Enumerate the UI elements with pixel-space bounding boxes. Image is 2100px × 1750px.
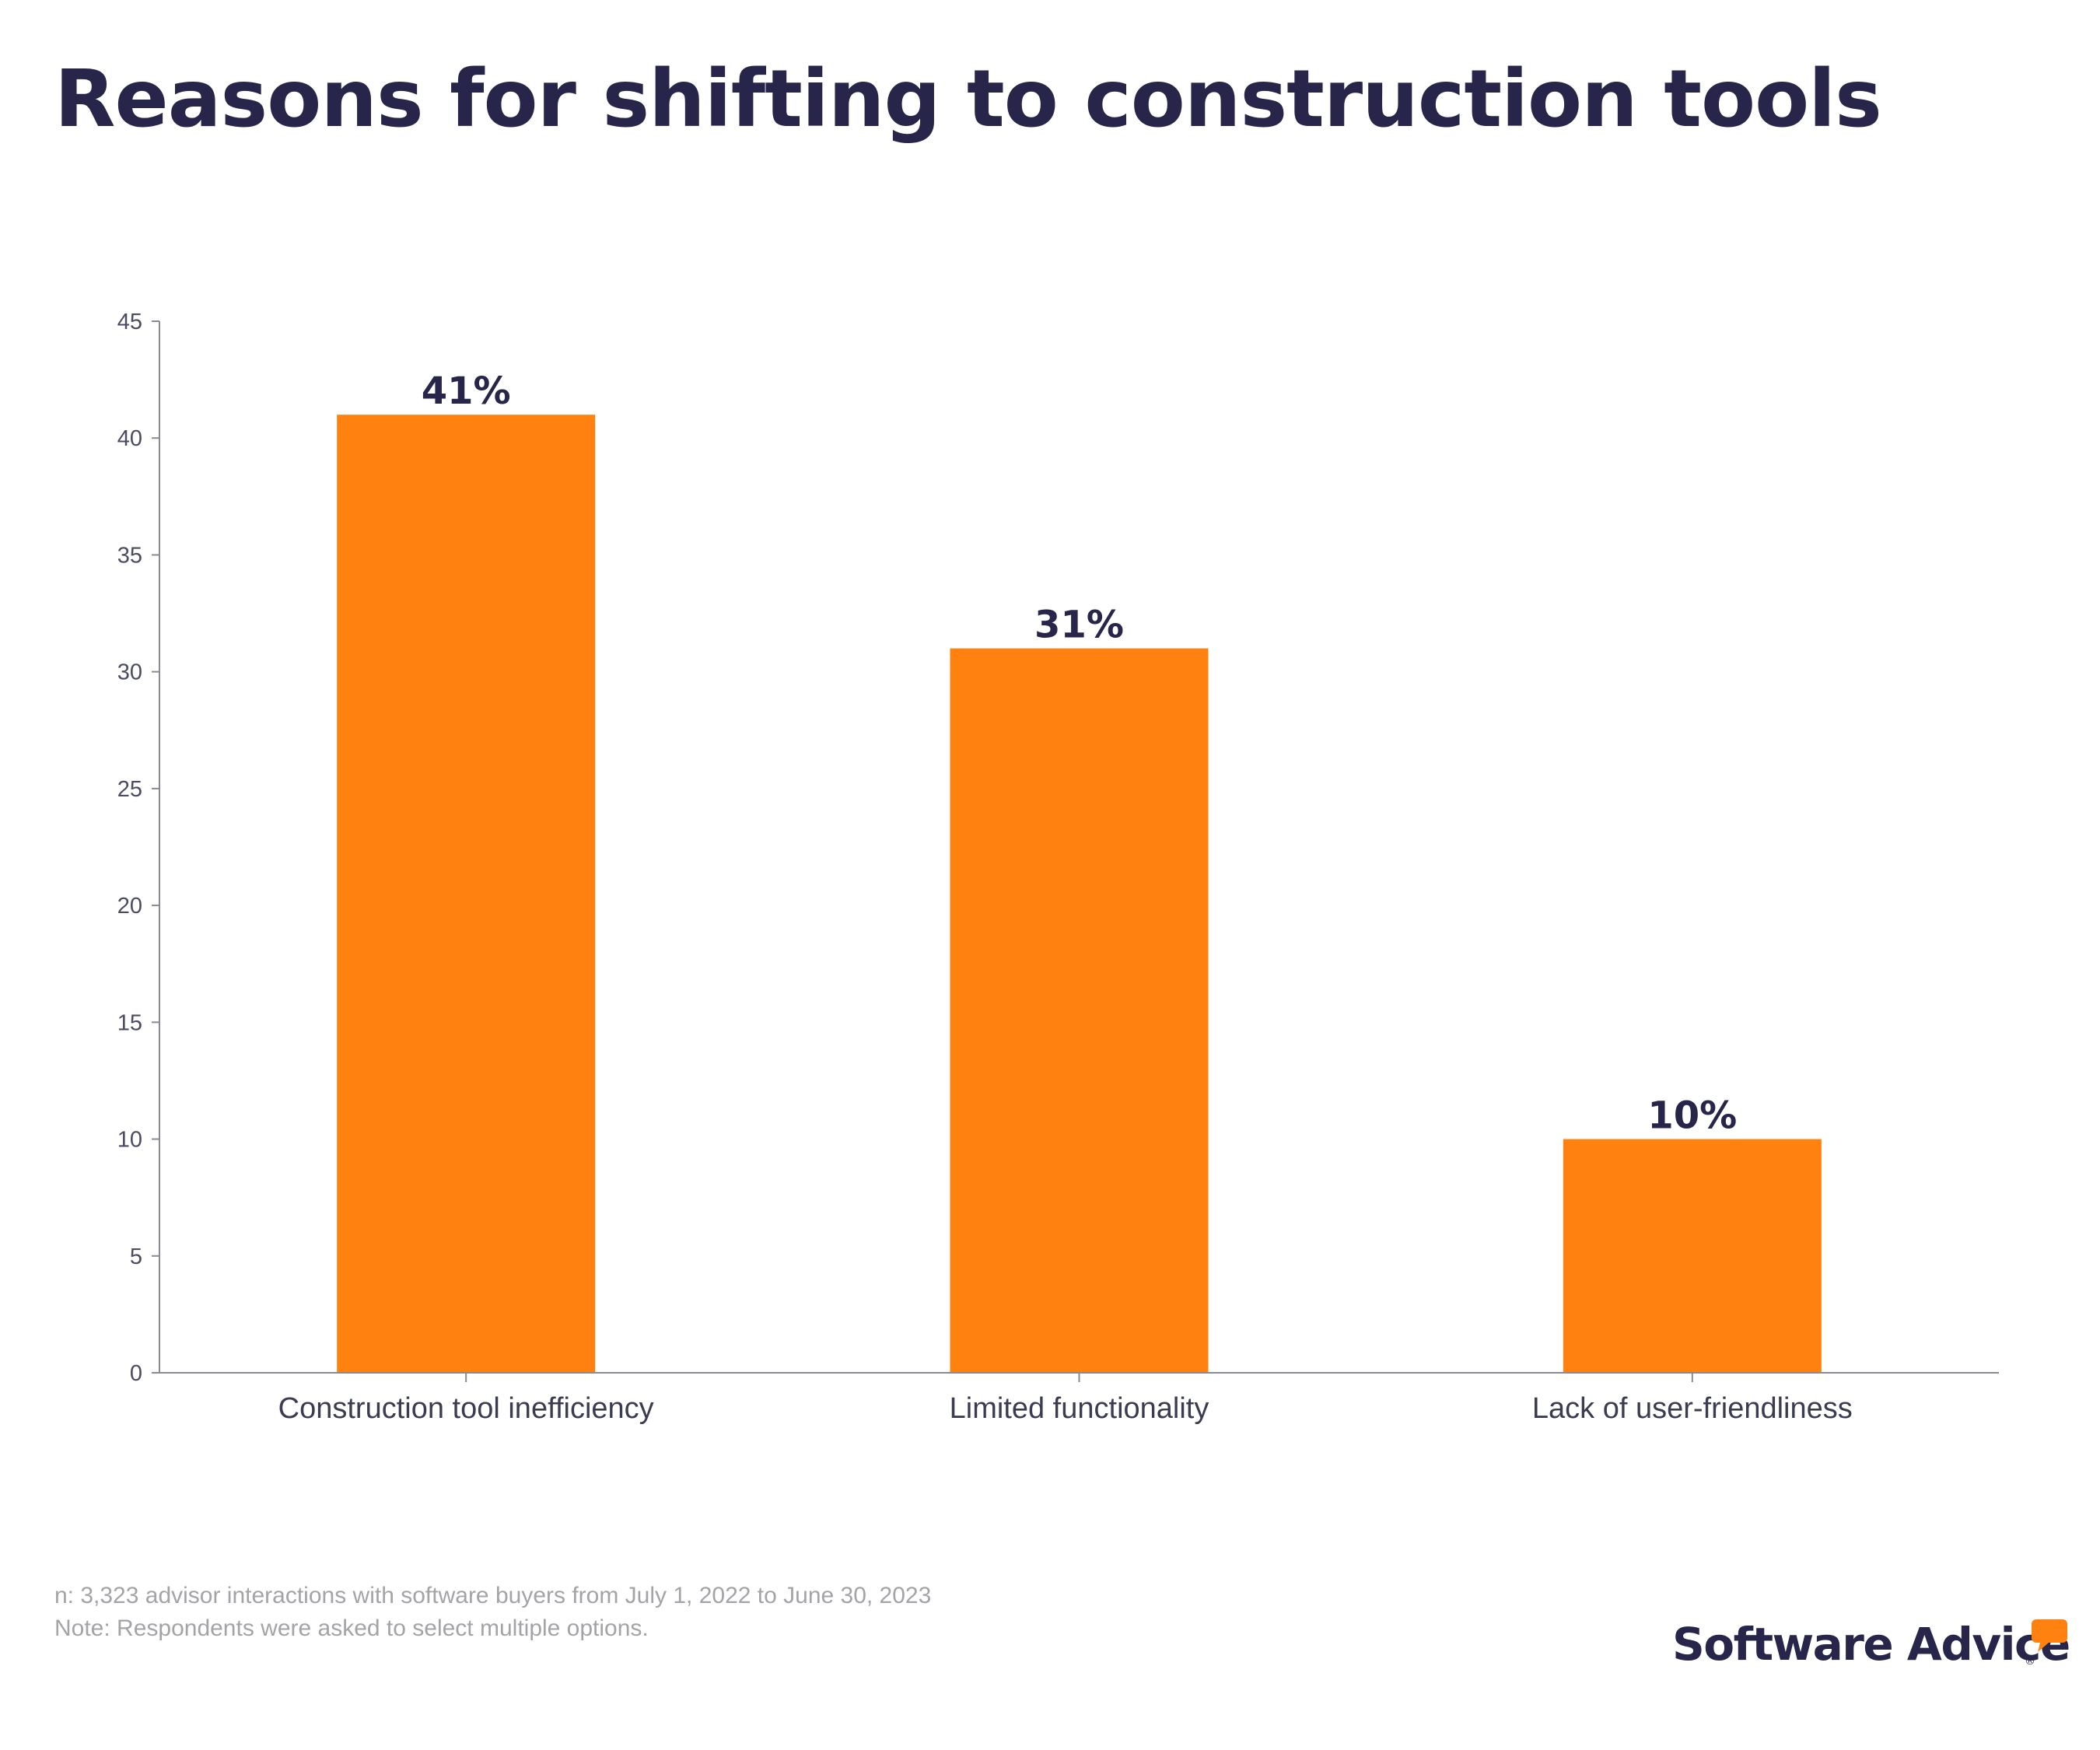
data-labels: 41% 31% 10%: [422, 369, 1738, 1137]
y-axis: 0 5 10 15 20 25 30 35 40 45: [117, 310, 160, 1386]
x-tick-label: Construction tool inefficiency: [278, 1392, 654, 1425]
y-tick-label: 40: [117, 426, 142, 451]
bar: [950, 648, 1209, 1373]
x-axis: Construction tool inefficiency Limited fu…: [159, 1372, 1999, 1425]
bar: [1563, 1139, 1822, 1373]
y-tick-label: 5: [130, 1244, 142, 1269]
footnote-note: Note: Respondents were asked to select m…: [54, 1615, 649, 1641]
registered-mark: ®: [2025, 1655, 2035, 1668]
y-tick-label: 30: [117, 660, 142, 685]
bar: [337, 415, 596, 1374]
chart-title: Reasons for shifting to construction too…: [54, 53, 1882, 145]
y-tick-label: 0: [130, 1361, 142, 1386]
y-tick-label: 15: [117, 1010, 142, 1035]
brand-logo-text: Software Advice: [1672, 1618, 2070, 1671]
y-tick-label: 45: [117, 310, 142, 334]
data-label: 31%: [1034, 604, 1124, 647]
y-tick-label: 20: [117, 894, 142, 919]
y-tick-label: 35: [117, 543, 142, 568]
data-label: 41%: [422, 369, 511, 413]
speech-bubble-icon: [2032, 1619, 2067, 1652]
data-label: 10%: [1647, 1094, 1737, 1138]
x-tick-label: Lack of user-friendliness: [1532, 1392, 1853, 1425]
y-tick-label: 10: [117, 1128, 142, 1153]
footnote-sample: n: 3,323 advisor interactions with softw…: [54, 1583, 932, 1608]
x-tick-label: Limited functionality: [950, 1392, 1209, 1425]
bars: [337, 415, 1822, 1374]
y-tick-label: 25: [117, 777, 142, 802]
